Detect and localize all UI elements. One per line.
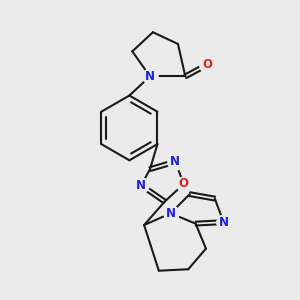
- Text: N: N: [166, 207, 176, 220]
- Text: O: O: [179, 177, 189, 190]
- Text: N: N: [170, 155, 180, 168]
- Text: N: N: [145, 70, 155, 83]
- Text: N: N: [136, 179, 146, 192]
- Text: N: N: [219, 216, 229, 229]
- Text: O: O: [202, 58, 212, 71]
